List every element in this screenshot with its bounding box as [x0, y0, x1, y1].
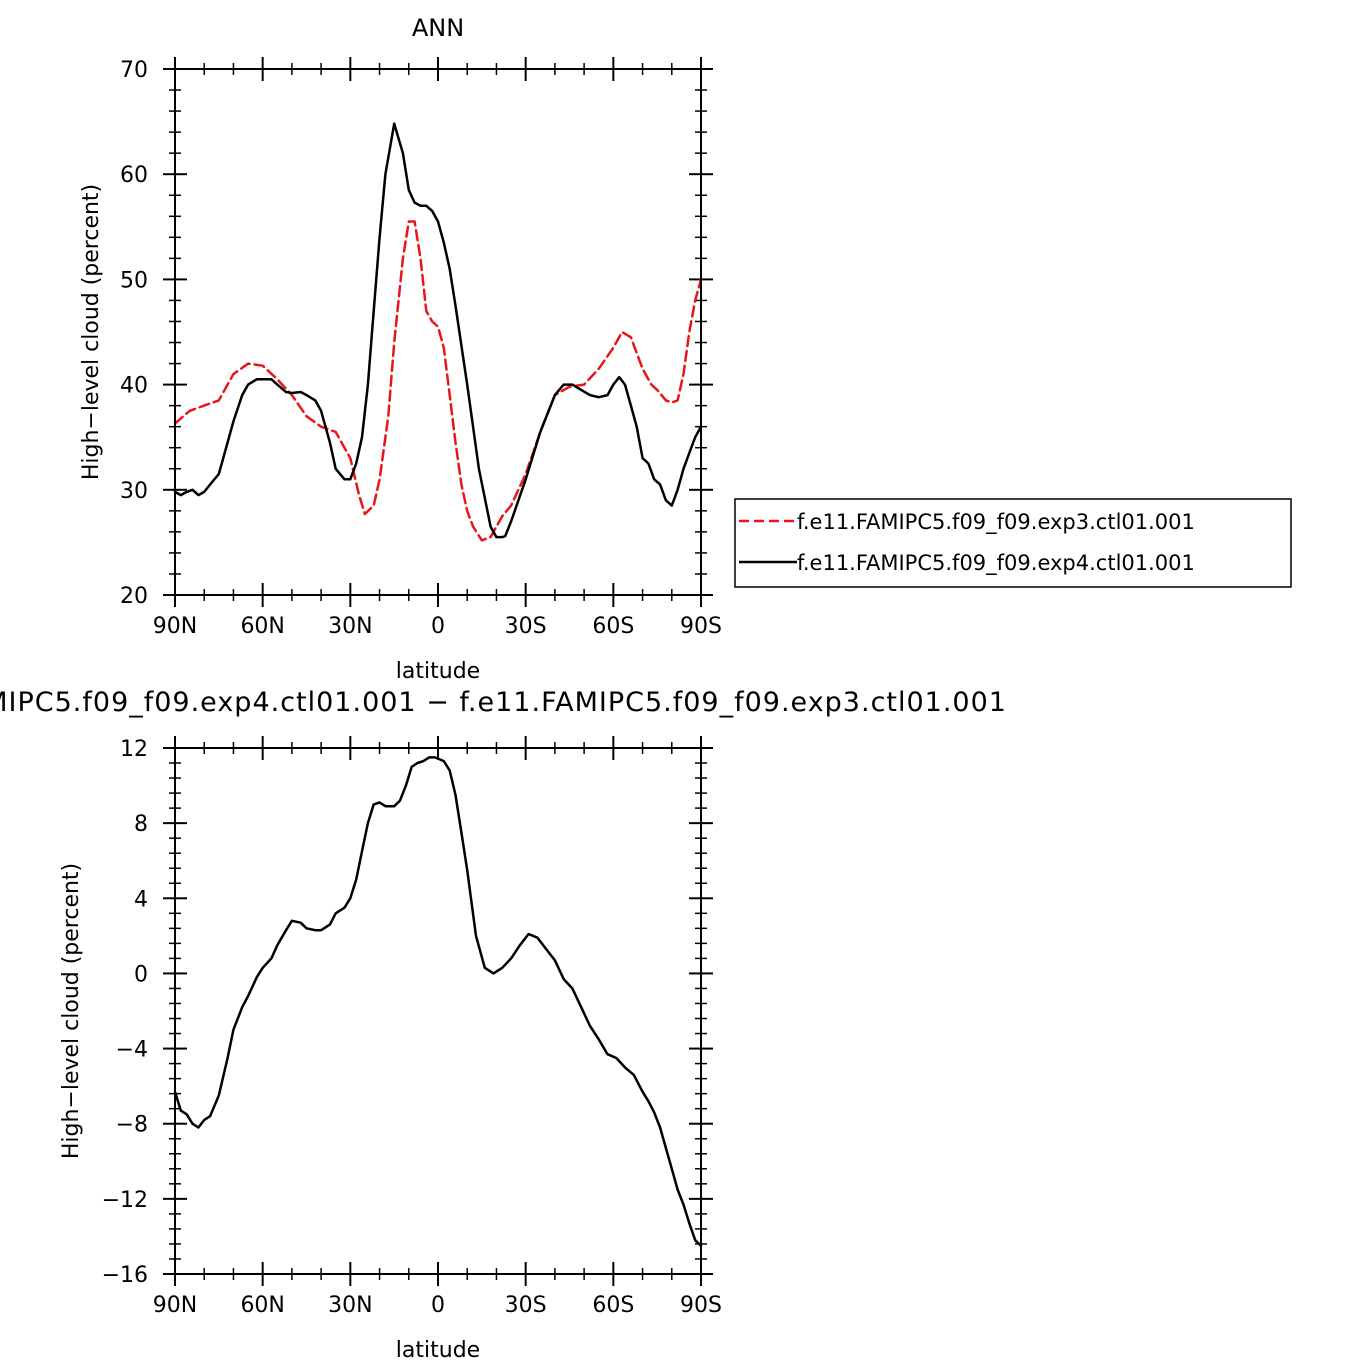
bottom-chart-x-tick-labels: 90N 60N 30N 0 30S 60S 90S [153, 1293, 722, 1318]
bottom-chart-frame [174, 747, 702, 1275]
bottom-chart: f.e11.FAMIPC5.f09_f09.exp4.ctl01.001 − f… [0, 687, 1007, 1363]
x-tick-label: 30S [505, 1293, 547, 1318]
y-tick-label: 4 [134, 887, 148, 912]
bottom-chart-title: f.e11.FAMIPC5.f09_f09.exp4.ctl01.001 − f… [0, 687, 1007, 718]
x-tick-label: 30S [505, 614, 547, 639]
x-tick-label: 0 [431, 614, 445, 639]
y-tick-label: 0 [134, 962, 148, 987]
y-tick-label: 70 [120, 58, 148, 83]
x-tick-label: 0 [431, 1293, 445, 1318]
y-tick-label: 12 [120, 737, 148, 762]
y-tick-label: 8 [134, 812, 148, 837]
top-chart-y-axis-label: High−level cloud (percent) [79, 184, 104, 480]
y-tick-label: −4 [116, 1038, 148, 1063]
top-chart: ANN 20 30 40 50 60 70 90N 60N 30N 0 30S 60S 90S lat… [79, 14, 1292, 684]
y-tick-label: 60 [120, 163, 148, 188]
x-tick-label: 90S [680, 614, 722, 639]
bottom-chart-plot-area [173, 756, 703, 1248]
top-chart-frame [174, 68, 702, 596]
y-tick-label: −16 [102, 1263, 148, 1288]
y-tick-label: 50 [120, 268, 148, 293]
top-chart-y-tick-labels: 20 30 40 50 60 70 [120, 58, 148, 609]
x-tick-label: 30N [328, 614, 372, 639]
x-tick-label: 90N [153, 614, 197, 639]
legend-label-exp3: f.e11.FAMIPC5.f09_f09.exp3.ctl01.001 [797, 510, 1195, 535]
bottom-chart-x-axis-label: latitude [396, 1338, 480, 1363]
x-tick-label: 60N [240, 1293, 284, 1318]
top-chart-series-line-1 [173, 220, 703, 542]
top-chart-series-line-2 [173, 122, 703, 539]
y-tick-label: 30 [120, 479, 148, 504]
y-tick-label: −12 [102, 1188, 148, 1213]
legend-box [734, 498, 1292, 588]
top-chart-plot-area [173, 122, 703, 542]
legend-label-exp4: f.e11.FAMIPC5.f09_f09.exp4.ctl01.001 [797, 551, 1195, 576]
y-tick-label: 40 [120, 374, 148, 399]
x-tick-label: 60S [592, 614, 634, 639]
top-chart-x-axis-label: latitude [396, 659, 480, 684]
x-tick-label: 90S [680, 1293, 722, 1318]
y-tick-label: −8 [116, 1113, 148, 1138]
y-tick-label: 20 [120, 584, 148, 609]
bottom-chart-y-tick-labels: −16 −12 −8 −4 0 4 8 12 [102, 737, 148, 1288]
x-tick-label: 30N [328, 1293, 372, 1318]
x-tick-label: 90N [153, 1293, 197, 1318]
bottom-chart-series-line-1 [173, 756, 703, 1248]
top-chart-x-tick-labels: 90N 60N 30N 0 30S 60S 90S [153, 614, 722, 639]
top-chart-legend: f.e11.FAMIPC5.f09_f09.exp3.ctl01.001 f.e… [734, 498, 1292, 588]
x-tick-label: 60N [240, 614, 284, 639]
x-tick-label: 60S [592, 1293, 634, 1318]
bottom-chart-y-axis-label: High−level cloud (percent) [59, 863, 84, 1159]
top-chart-title: ANN [412, 14, 464, 42]
